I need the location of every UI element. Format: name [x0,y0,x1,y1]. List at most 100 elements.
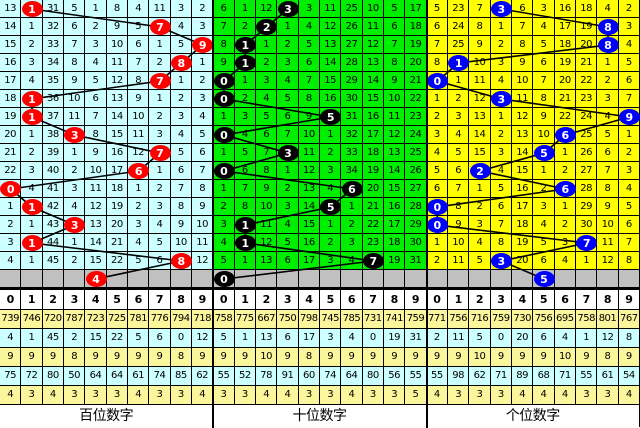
omission-cell: 15 [384,180,406,198]
prediction-cell [21,270,43,288]
omission-cell: 4 [469,234,491,252]
prediction-cell [554,270,576,288]
drawn-number-ball: 5 [320,199,342,215]
section-label: 个位数字 [426,405,640,427]
stat-cell: 80 [362,367,384,386]
stat-cell: 745 [320,310,342,329]
omission-cell: 3 [21,162,43,180]
omission-cell: 11 [85,180,107,198]
omission-cell: 7 [213,18,235,36]
omission-cell: 12 [128,144,150,162]
omission-cell: 5 [213,252,235,270]
drawn-number-ball: 0 [426,199,448,215]
omission-cell: 2 [64,252,86,270]
omission-cell: 9 [256,180,278,198]
stat-cell: 4 [256,386,278,405]
omission-cell: 1 [64,144,86,162]
stat-cell: 19 [384,329,406,348]
omission-cell: 30 [341,90,363,108]
stat-cell: 720 [42,310,64,329]
omission-cell: 1 [21,126,43,144]
prediction-cell [106,270,128,288]
digit-header: 1 [21,290,43,310]
drawn-number-ball: 9 [618,109,640,125]
omission-cell: 22 [554,108,576,126]
stat-cell: 3 [469,386,491,405]
omission-cell: 1 [320,216,342,234]
omission-cell: 3 [277,54,299,72]
omission-cell: 6 [149,252,171,270]
stat-cell: 1 [234,329,256,348]
omission-cell: 6 [384,18,406,36]
omission-cell: 1 [277,18,299,36]
drawn-number-ball: 7 [149,19,171,35]
omission-cell: 7 [64,36,86,54]
stat-cell: 4 [277,386,299,405]
omission-cell: 6 [298,54,320,72]
prediction-cell [298,270,320,288]
omission-cell: 19 [106,198,128,216]
omission-cell: 3 [256,72,278,90]
omission-cell: 29 [576,198,598,216]
omission-cell: 5 [170,36,192,54]
stat-cell: 4 [0,386,22,405]
omission-cell: 2 [618,144,640,162]
omission-cell: 1 [213,144,235,162]
omission-cell: 4 [490,72,512,90]
omission-cell: 14 [298,198,320,216]
digit-header: 7 [149,290,171,310]
omission-cell: 4 [277,216,299,234]
omission-cell: 1 [128,180,150,198]
stat-cell: 3 [576,386,598,405]
stat-cell: 758 [576,310,598,329]
omission-cell: 8 [384,54,406,72]
omission-cell: 15 [0,36,22,54]
stat-cell: 3 [384,386,406,405]
stat-cell: 3 [149,386,171,405]
digit-header: 0 [0,290,22,310]
omission-cell: 13 [320,36,342,54]
omission-cell: 6 [448,162,470,180]
omission-cell: 9 [512,54,534,72]
omission-cell: 17 [0,72,22,90]
stat-cell: 89 [512,367,534,386]
omission-cell: 23 [362,234,384,252]
omission-cell: 40 [42,162,64,180]
prediction-cell [576,270,598,288]
omission-cell: 4 [128,0,150,18]
drawn-number-ball: 3 [277,145,299,161]
trend-line [435,8,630,280]
stat-cell: 9 [42,348,64,367]
omission-cell: 16 [0,54,22,72]
stat-cell: 2 [64,329,86,348]
stat-cell: 15 [85,329,107,348]
omission-cell: 6 [256,126,278,144]
omission-cell: 4 [277,72,299,90]
omission-cell: 10 [512,72,534,90]
stat-cell: 725 [106,310,128,329]
omission-cell: 25 [341,0,363,18]
drawn-number-ball: 3 [490,1,512,17]
stat-cell: 775 [234,310,256,329]
omission-cell: 20 [576,36,598,54]
omission-cell: 5 [426,0,448,18]
omission-cell: 10 [256,198,278,216]
omission-cell: 7 [618,90,640,108]
omission-cell: 27 [576,162,598,180]
stat-cell: 98 [448,367,470,386]
omission-cell: 8 [426,54,448,72]
omission-cell: 10 [106,36,128,54]
drawn-number-ball: 3 [490,253,512,269]
stat-cell: 9 [128,348,150,367]
stat-cell: 6 [533,329,555,348]
omission-cell: 9 [128,90,150,108]
omission-cell: 11 [64,108,86,126]
prediction-cell [469,270,491,288]
stat-cell: 750 [277,310,299,329]
omission-cell: 13 [362,54,384,72]
omission-cell: 11 [362,18,384,36]
stat-cell: 3 [170,386,192,405]
omission-cell: 2 [21,144,43,162]
omission-cell: 18 [384,234,406,252]
